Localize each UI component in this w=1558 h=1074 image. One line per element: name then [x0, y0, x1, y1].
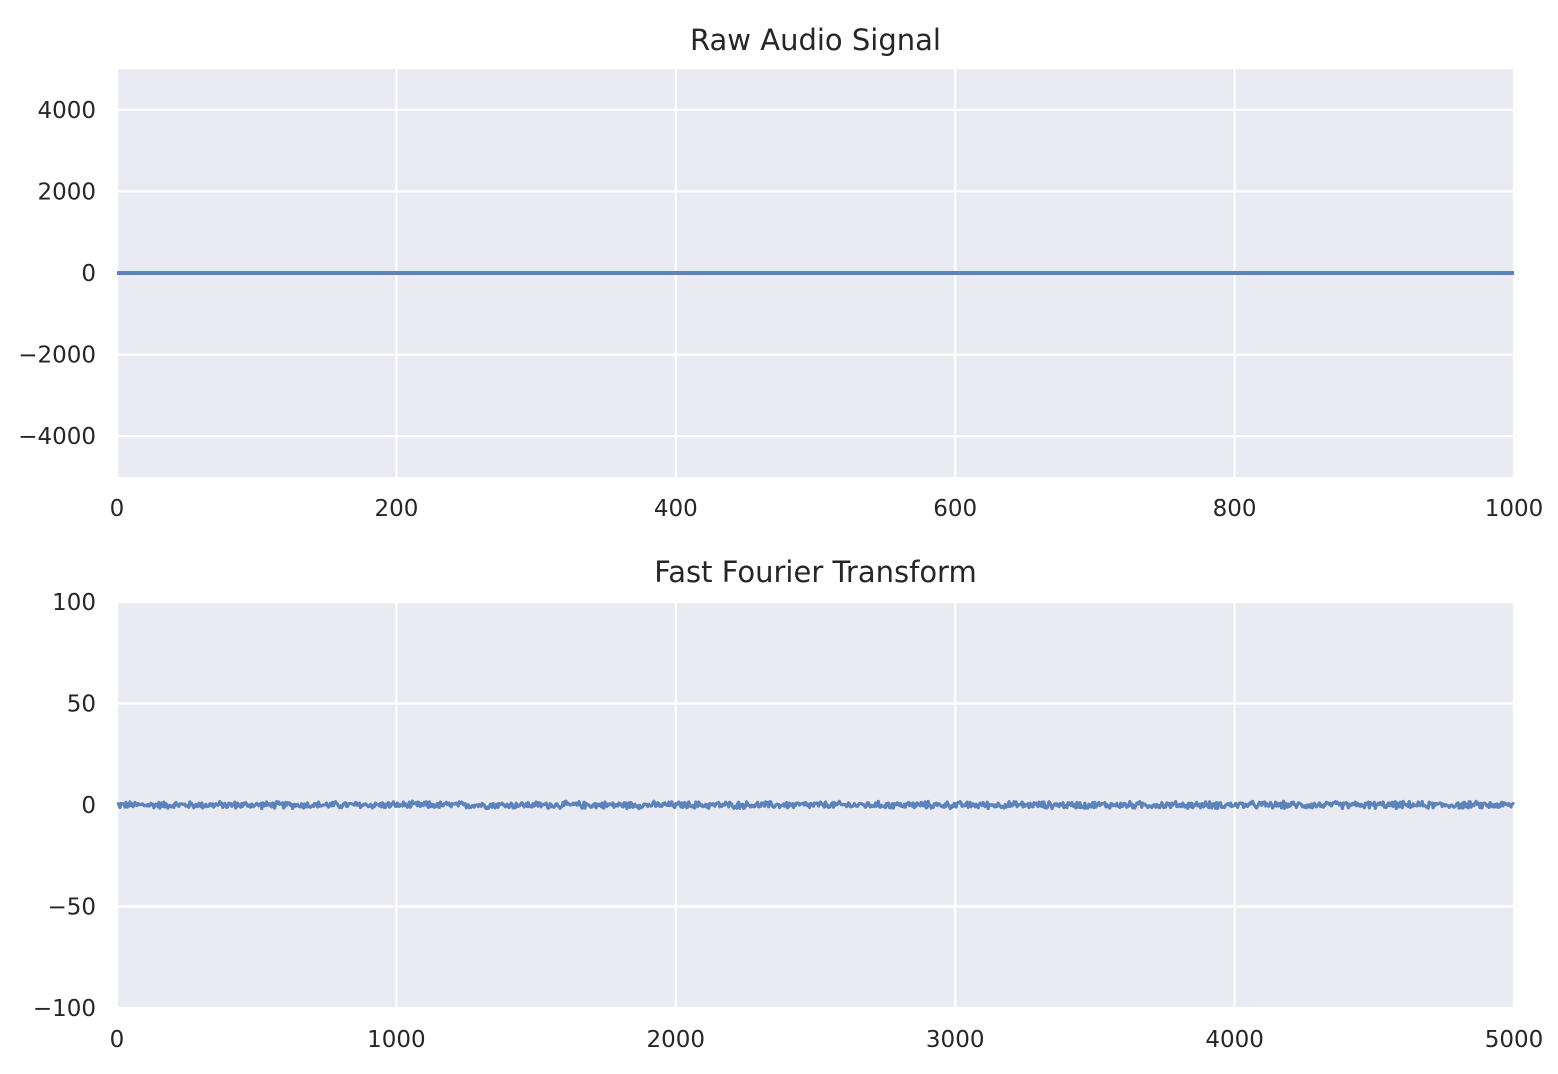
y-tick-label: 4000 — [37, 98, 96, 124]
x-tick-label: 4000 — [1205, 1027, 1264, 1053]
y-tick-label: 2000 — [37, 179, 96, 205]
series-layer — [116, 799, 1516, 811]
y-tick-label: 100 — [52, 590, 96, 616]
x-tick-label: 3000 — [926, 1027, 985, 1053]
fft-panel: Fast Fourier Transform 0 1000 2000 3000 4000… — [33, 555, 1543, 1053]
y-tick-label: 50 — [67, 692, 96, 718]
y-tick-label: −50 — [47, 895, 96, 921]
x-tick-label: 0 — [110, 496, 125, 522]
y-tick-label: −4000 — [18, 424, 96, 450]
x-tick-label: 0 — [110, 1027, 125, 1053]
x-tick-label: 800 — [1213, 496, 1257, 522]
series-line — [116, 799, 1516, 811]
x-tick-label: 1000 — [367, 1027, 426, 1053]
chart-title-raw-audio: Raw Audio Signal — [690, 23, 941, 57]
x-tick-label: 400 — [654, 496, 698, 522]
x-tick-label: 1000 — [1485, 496, 1544, 522]
y-tick-label: −2000 — [18, 343, 96, 369]
x-tick-label: 600 — [933, 496, 977, 522]
y-tick-labels: −4000 −2000 0 2000 4000 — [18, 98, 96, 450]
y-tick-labels: −100 −50 0 50 100 — [33, 590, 96, 1022]
x-tick-label: 200 — [374, 496, 418, 522]
chart-title-fft: Fast Fourier Transform — [654, 555, 976, 589]
x-tick-label: 2000 — [647, 1027, 706, 1053]
x-tick-labels: 0 1000 2000 3000 4000 5000 — [110, 1027, 1544, 1053]
y-tick-label: −100 — [33, 996, 96, 1022]
x-tick-label: 5000 — [1485, 1027, 1544, 1053]
y-tick-label: 0 — [81, 793, 96, 819]
raw-audio-signal-panel: Raw Audio Signal 0 200 400 600 800 1000 −4000… — [18, 23, 1543, 522]
y-tick-label: 0 — [81, 261, 96, 287]
x-tick-labels: 0 200 400 600 800 1000 — [110, 496, 1544, 522]
